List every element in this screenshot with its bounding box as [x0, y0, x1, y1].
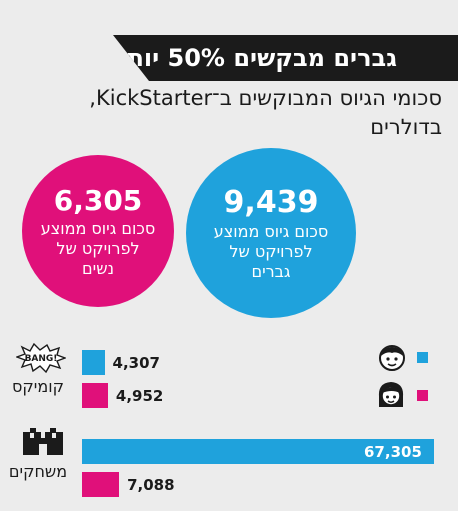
men-average-circle: 9,439 סכום גיוס ממוצע לפרויקט של גברים: [186, 148, 356, 318]
women-average-circle: 6,305 סכום גיוס ממוצע לפרויקט של נשים: [22, 155, 174, 307]
value-label-games-women: 7,088: [127, 476, 175, 494]
women-average-value: 6,305: [53, 183, 143, 217]
chart-subtitle: סכומי הגיוס המבוקשים ב־KickStarter, בדול…: [89, 86, 442, 139]
legend-swatch-men: [417, 352, 428, 363]
girl-face-icon: [376, 380, 406, 414]
category-label-comics: קומיקס: [12, 377, 64, 396]
bar-comics-men: [82, 350, 105, 375]
men-average-label: סכום גיוס ממוצע לפרויקט של גברים: [213, 221, 329, 281]
category-label-games: משחקים: [8, 462, 68, 481]
value-label-comics-women: 4,952: [115, 387, 164, 405]
value-label-comics-men: 4,307: [112, 354, 160, 372]
bar-games-men: [82, 439, 434, 464]
men-average-value: 9,439: [223, 184, 319, 220]
bang-bubble-icon: BANG!: [15, 342, 67, 377]
bar-comics-women: [82, 383, 108, 408]
legend-swatch-women: [417, 390, 428, 401]
chart-title-text: גברים מבקשים 50% יותר: [113, 44, 397, 72]
castle-icon: [22, 428, 64, 460]
svg-text:BANG!: BANG!: [25, 354, 58, 364]
bar-games-women: [82, 472, 120, 497]
chart-title: גברים מבקשים 50% יותר: [113, 35, 458, 81]
value-label-games-men: 67,305: [364, 443, 422, 461]
boy-face-icon: [378, 344, 406, 376]
women-average-label: סכום גיוס ממוצע לפרויקט של נשים: [40, 218, 156, 278]
